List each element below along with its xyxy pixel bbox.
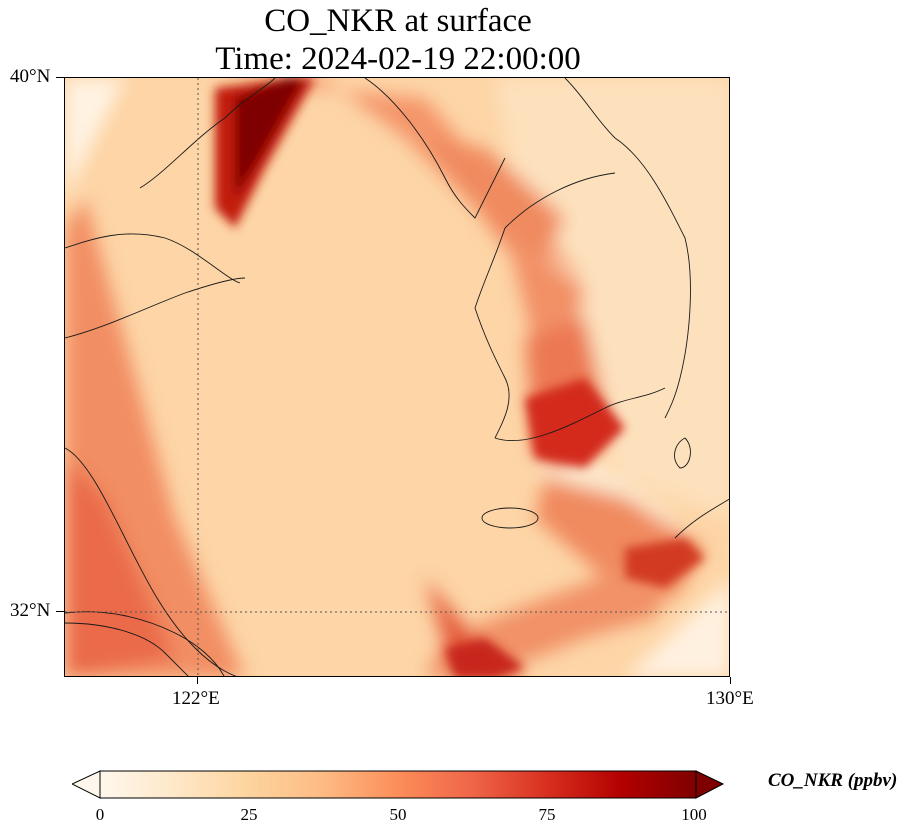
hotspot-east-sea-south[interactable] — [625, 538, 705, 588]
hotspots — [215, 78, 705, 677]
lat-tick-mark-32n — [56, 611, 64, 612]
colorbar-tick-75: 75 — [538, 805, 556, 824]
colorbar-high-extend — [695, 770, 724, 799]
colorbar-title: CO_NKR (ppbv) — [768, 770, 898, 791]
map-panel[interactable] — [64, 77, 730, 677]
low-area-korea — [495, 78, 729, 518]
plume-bohai-core[interactable] — [235, 78, 305, 198]
island-tsushima — [674, 437, 691, 469]
map-subtitle: Time: 2024-02-19 22:00:00 — [215, 41, 581, 77]
hotspot-korea-south[interactable] — [525, 378, 625, 468]
coast-north-korea-west — [364, 78, 506, 219]
colorbar-tick-0: 0 — [95, 805, 105, 824]
coast-yangtze-south — [65, 622, 189, 676]
coast-korea-south — [494, 387, 666, 442]
lon-tick-mark-130e — [730, 677, 731, 684]
coast-yalu — [504, 172, 616, 229]
lat-tick-40n: 40°N — [10, 66, 51, 87]
colorbar-tick-100: 100 — [681, 805, 707, 824]
colorbar-tick-25: 25 — [240, 805, 258, 824]
coast-korea-west — [474, 227, 510, 439]
low-area-southeast — [627, 579, 729, 676]
coast-korea-east — [564, 78, 691, 419]
coastlines — [65, 78, 729, 676]
lon-tick-130e: 130°E — [706, 688, 754, 709]
colorbar-tick-50: 50 — [389, 805, 407, 824]
coast-shandong-north — [65, 233, 241, 284]
colorbar-gradient — [99, 770, 697, 799]
lat-tick-32n: 32°N — [10, 600, 51, 621]
band-bohai-east — [425, 138, 565, 278]
low-area-northwest — [65, 78, 125, 198]
lon-tick-mark-122e — [197, 677, 198, 684]
colorbar-low-extend — [72, 770, 101, 799]
concentration-map — [65, 78, 729, 677]
lon-tick-122e: 122°E — [172, 688, 220, 709]
band-north-diagonal — [205, 78, 585, 278]
coast-yangtze-north — [65, 611, 225, 676]
coast-jiangsu — [65, 447, 238, 676]
map-title: CO_NKR at surface — [264, 3, 532, 39]
colorbar — [72, 770, 724, 799]
island-jeju — [481, 507, 539, 529]
coast-kyushu — [674, 498, 729, 539]
coast-liaodong — [139, 78, 276, 189]
coast-shandong-east — [65, 277, 246, 339]
hotspot-south-sea[interactable] — [445, 638, 525, 677]
lat-tick-mark-40n — [56, 77, 64, 78]
